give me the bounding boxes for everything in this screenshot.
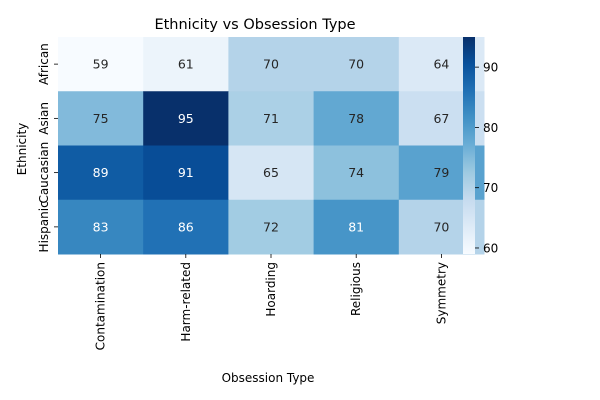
x-axis-label: Obsession Type	[222, 371, 315, 385]
heatmap-cell	[228, 37, 315, 92]
cell-value-label: 78	[348, 111, 364, 126]
y-tick-label: Hispanic	[37, 201, 51, 252]
x-tick-label: Symmetry	[434, 262, 448, 324]
x-tick-label: Contamination	[94, 262, 108, 350]
heatmap-cell	[58, 199, 144, 255]
colorbar-tick-label: 60	[483, 241, 498, 255]
y-tick-label: African	[37, 43, 51, 85]
heatmap-cells: 59 61 70 70 64 75 95 71 78 67 89 91 65 74 79 83 86 72 81 70	[58, 37, 485, 255]
cell-value-label: 81	[348, 219, 364, 234]
heatmap-cell	[143, 37, 229, 92]
heatmap-cell	[228, 199, 315, 255]
colorbar: 60 70 80 90	[463, 37, 498, 255]
heatmap-cell	[58, 145, 144, 201]
cell-value-label: 70	[263, 57, 279, 72]
cell-value-label: 61	[178, 57, 194, 72]
cell-value-label: 74	[348, 165, 364, 180]
cell-value-label: 86	[178, 219, 194, 234]
cell-value-label: 79	[433, 165, 449, 180]
chart-title: Ethnicity vs Obsession Type	[154, 17, 355, 33]
heatmap-cell	[58, 37, 144, 92]
colorbar-gradient	[463, 37, 475, 254]
cell-value-label: 71	[263, 111, 279, 126]
heatmap-cell	[313, 91, 400, 146]
cell-value-label: 64	[433, 57, 449, 72]
colorbar-tick-label: 70	[483, 181, 498, 195]
x-tick-label: Religious	[349, 262, 363, 316]
cell-value-label: 70	[433, 219, 449, 234]
cell-value-label: 91	[178, 165, 194, 180]
heatmap-cell	[313, 37, 400, 92]
colorbar-tick-label: 80	[483, 121, 498, 135]
cell-value-label: 95	[178, 111, 194, 126]
heatmap-cell	[143, 199, 229, 255]
x-tick-label: Harm-related	[179, 262, 193, 342]
cell-value-label: 70	[348, 57, 364, 72]
cell-value-label: 89	[93, 165, 109, 180]
cell-value-label: 67	[433, 111, 449, 126]
y-tick-label: Asian	[37, 102, 51, 135]
heatmap-cell	[228, 145, 315, 201]
heatmap-cell	[143, 91, 229, 146]
cell-value-label: 59	[93, 57, 109, 72]
y-tick-label: Caucasian	[37, 142, 51, 204]
x-tick-label: Hoarding	[264, 262, 278, 317]
heatmap-cell	[58, 91, 144, 146]
x-axis: Contamination Harm-related Hoarding Religio…	[94, 254, 448, 350]
y-axis-label: Ethnicity	[15, 123, 29, 176]
colorbar-tick-label: 90	[483, 61, 498, 75]
heatmap-cell	[313, 145, 400, 201]
heatmap-cell	[143, 145, 229, 201]
heatmap-cell	[313, 199, 400, 255]
cell-value-label: 72	[263, 219, 279, 234]
heatmap-cell	[228, 91, 315, 146]
cell-value-label: 83	[93, 219, 109, 234]
cell-value-label: 75	[93, 111, 109, 126]
cell-value-label: 65	[263, 165, 279, 180]
